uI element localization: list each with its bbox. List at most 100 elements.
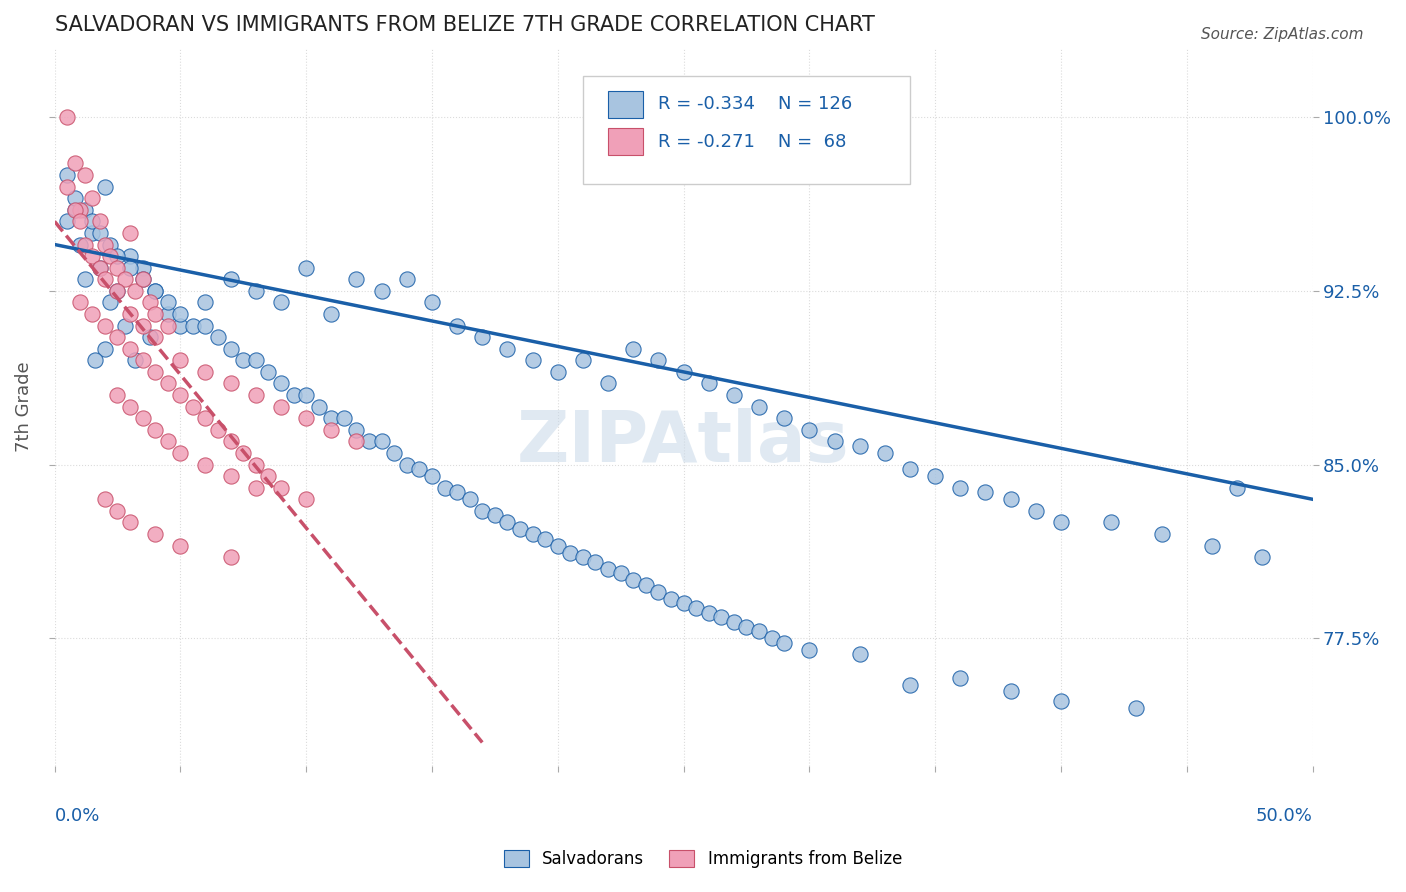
- Point: [131, 318, 153, 333]
- Point: [723, 388, 745, 402]
- Point: [446, 318, 468, 333]
- Point: [245, 458, 267, 472]
- Point: [522, 527, 544, 541]
- Point: [94, 318, 117, 333]
- Point: [56, 214, 79, 228]
- Point: [621, 574, 644, 588]
- Point: [83, 353, 105, 368]
- Point: [572, 550, 595, 565]
- Point: [118, 249, 141, 263]
- Point: [761, 631, 783, 645]
- Point: [596, 376, 619, 391]
- Point: [94, 272, 117, 286]
- Point: [143, 307, 166, 321]
- Point: [898, 462, 921, 476]
- Point: [181, 318, 204, 333]
- Point: [773, 411, 796, 425]
- Point: [107, 284, 129, 298]
- Point: [848, 648, 870, 662]
- Point: [509, 522, 531, 536]
- Point: [82, 307, 104, 321]
- Point: [408, 462, 430, 476]
- Point: [949, 671, 972, 685]
- Point: [143, 284, 166, 298]
- Point: [219, 550, 242, 565]
- Point: [370, 434, 392, 449]
- Point: [94, 179, 117, 194]
- Point: [89, 226, 111, 240]
- Point: [585, 555, 607, 569]
- Point: [69, 202, 91, 217]
- Point: [484, 508, 506, 523]
- Point: [73, 168, 96, 182]
- Point: [156, 434, 179, 449]
- Point: [924, 469, 946, 483]
- Point: [69, 214, 91, 228]
- Point: [118, 307, 141, 321]
- Point: [873, 446, 896, 460]
- Point: [357, 434, 380, 449]
- Point: [1251, 550, 1274, 565]
- Point: [609, 566, 631, 581]
- Point: [219, 272, 242, 286]
- Point: [143, 284, 166, 298]
- Point: [433, 481, 456, 495]
- Point: [471, 504, 494, 518]
- Point: [1226, 481, 1249, 495]
- Point: [295, 492, 318, 507]
- Point: [63, 156, 86, 170]
- Point: [169, 318, 191, 333]
- Point: [94, 342, 117, 356]
- Point: [107, 504, 129, 518]
- Point: [56, 179, 79, 194]
- Point: [647, 353, 669, 368]
- Point: [118, 400, 141, 414]
- Point: [522, 353, 544, 368]
- Point: [283, 388, 305, 402]
- Point: [773, 636, 796, 650]
- Point: [107, 284, 129, 298]
- Point: [547, 539, 569, 553]
- Point: [1025, 504, 1047, 518]
- Point: [107, 388, 129, 402]
- Point: [245, 481, 267, 495]
- Point: [382, 446, 405, 460]
- Point: [748, 624, 770, 639]
- Point: [118, 516, 141, 530]
- Point: [169, 307, 191, 321]
- Point: [63, 202, 86, 217]
- Point: [73, 202, 96, 217]
- Point: [1050, 694, 1073, 708]
- Point: [346, 423, 368, 437]
- Point: [143, 330, 166, 344]
- Point: [898, 677, 921, 691]
- Point: [114, 318, 136, 333]
- Point: [63, 191, 86, 205]
- Point: [89, 214, 111, 228]
- Point: [169, 388, 191, 402]
- Point: [98, 249, 121, 263]
- Point: [89, 260, 111, 275]
- Point: [89, 260, 111, 275]
- Point: [672, 365, 695, 379]
- Point: [194, 318, 217, 333]
- Point: [1125, 700, 1147, 714]
- Point: [124, 353, 146, 368]
- Point: [572, 353, 595, 368]
- FancyBboxPatch shape: [607, 128, 644, 155]
- Point: [107, 260, 129, 275]
- Point: [94, 492, 117, 507]
- Point: [232, 446, 254, 460]
- Point: [82, 249, 104, 263]
- Point: [219, 342, 242, 356]
- Point: [346, 272, 368, 286]
- Point: [270, 376, 292, 391]
- Point: [710, 610, 733, 624]
- Point: [1150, 527, 1173, 541]
- Point: [232, 353, 254, 368]
- Text: 50.0%: 50.0%: [1256, 807, 1313, 825]
- Point: [143, 527, 166, 541]
- Point: [219, 376, 242, 391]
- Point: [169, 446, 191, 460]
- Text: ZIPAtlas: ZIPAtlas: [517, 408, 849, 477]
